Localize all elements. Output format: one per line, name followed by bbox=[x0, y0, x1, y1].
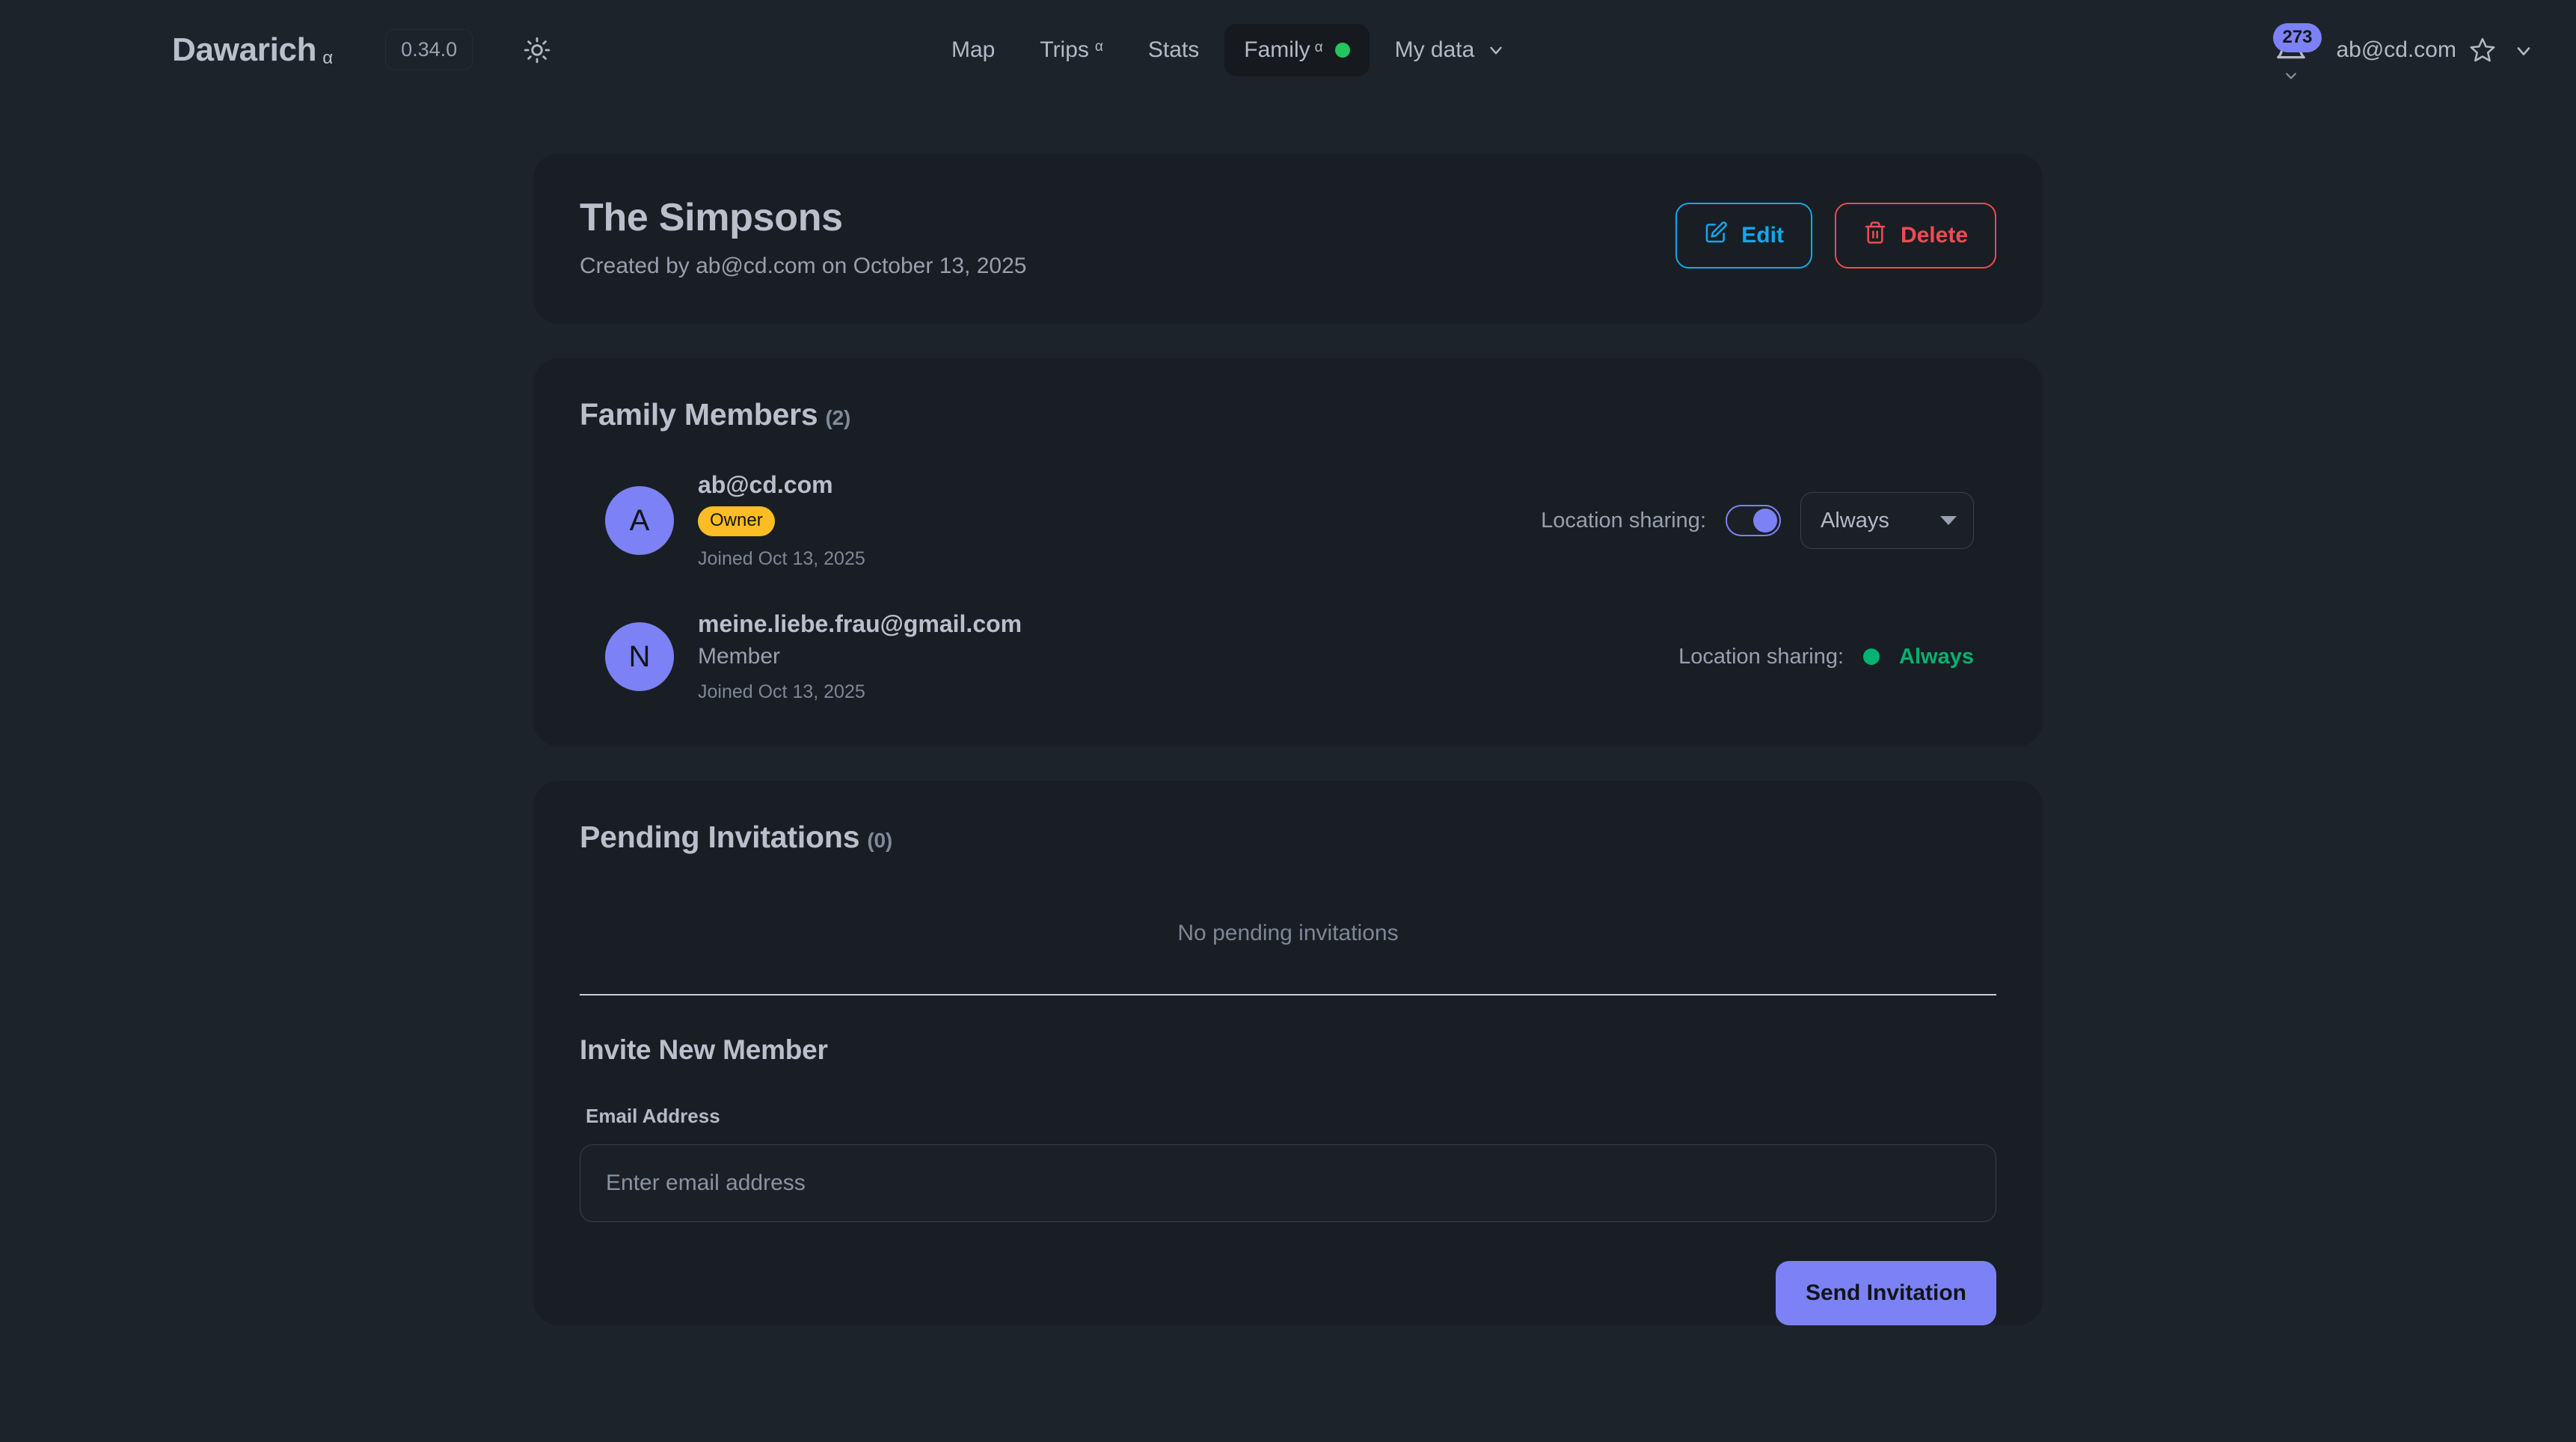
invite-submit-row: Send Invitation bbox=[580, 1222, 1996, 1325]
avatar: N bbox=[605, 622, 674, 691]
nav-item-trips[interactable]: Trips α bbox=[1020, 24, 1123, 76]
nav-item-stats[interactable]: Stats bbox=[1129, 24, 1218, 76]
nav-label-stats: Stats bbox=[1147, 37, 1200, 62]
family-created-by: Created by ab@cd.com on October 13, 2025 bbox=[580, 254, 1027, 278]
chevron-down-icon bbox=[1486, 40, 1506, 60]
location-sharing-status-value: Always bbox=[1899, 644, 1974, 669]
pending-invitations-count: (0) bbox=[867, 829, 892, 852]
location-sharing-toggle[interactable] bbox=[1726, 505, 1781, 536]
toggle-knob bbox=[1753, 509, 1777, 533]
nav-item-map[interactable]: Map bbox=[932, 24, 1014, 76]
send-invitation-button[interactable]: Send Invitation bbox=[1775, 1261, 1996, 1325]
nav-label-my-data: My data bbox=[1394, 37, 1475, 62]
nav-label-trips: Trips bbox=[1040, 37, 1089, 62]
table-row: A ab@cd.com Owner Joined Oct 13, 2025 Lo… bbox=[580, 471, 1996, 570]
sun-icon bbox=[524, 37, 551, 63]
pending-invitations-empty-state: No pending invitations bbox=[1177, 921, 1399, 945]
nav-item-family[interactable]: Family α bbox=[1224, 23, 1370, 76]
pending-invitations-title: Pending Invitations bbox=[580, 820, 860, 854]
member-email: ab@cd.com bbox=[698, 471, 833, 498]
family-members-count: (2) bbox=[825, 406, 851, 429]
member-role: Member bbox=[698, 644, 781, 669]
member-email: meine.liebe.frau@gmail.com bbox=[698, 610, 1022, 637]
status-dot-icon bbox=[1863, 648, 1880, 665]
brand-logo[interactable]: Dawarich α bbox=[172, 31, 333, 69]
nav-item-my-data[interactable]: My data bbox=[1376, 24, 1526, 76]
main-navigation: Map Trips α Stats Family α My data bbox=[932, 0, 1525, 99]
email-field[interactable] bbox=[580, 1144, 1996, 1222]
member-joined-date: Joined Oct 13, 2025 bbox=[698, 548, 865, 569]
family-actions: Edit Delete bbox=[1675, 195, 1996, 269]
top-navbar: Dawarich α 0.34.0 Map Trips α Stats bbox=[0, 0, 2576, 99]
user-menu-chevron-down-icon[interactable] bbox=[2513, 40, 2533, 60]
member-sharing-controls: Location sharing: Always bbox=[1541, 492, 1974, 549]
member-details: meine.liebe.frau@gmail.com Member Joined… bbox=[698, 610, 1022, 703]
family-members-title: Family Members bbox=[580, 397, 818, 432]
member-joined-date: Joined Oct 13, 2025 bbox=[698, 681, 865, 702]
theme-toggle-button[interactable] bbox=[515, 28, 559, 73]
page-content: The Simpsons Created by ab@cd.com on Oct… bbox=[0, 99, 2576, 1360]
avatar: A bbox=[605, 486, 674, 555]
location-sharing-selected-value: Always bbox=[1821, 508, 1889, 533]
location-sharing-label: Location sharing: bbox=[1678, 644, 1844, 669]
family-members-card: Family Members (2) A ab@cd.com Owner Join… bbox=[533, 358, 2043, 746]
brand-alpha-superscript: α bbox=[322, 47, 334, 68]
trash-icon bbox=[1863, 221, 1887, 251]
family-status-dot-icon bbox=[1334, 42, 1350, 58]
pending-invitations-card: Pending Invitations (0) No pending invita… bbox=[533, 781, 2043, 1325]
member-identity: N meine.liebe.frau@gmail.com Member Join… bbox=[605, 610, 1022, 703]
nav-label-family: Family bbox=[1244, 37, 1310, 62]
page-title: The Simpsons bbox=[580, 196, 843, 239]
nav-alpha-superscript-family: α bbox=[1314, 39, 1323, 55]
member-identity: A ab@cd.com Owner Joined Oct 13, 2025 bbox=[605, 471, 865, 570]
pending-invitations-heading: Pending Invitations (0) bbox=[580, 820, 1996, 855]
invite-new-member-heading: Invite New Member bbox=[580, 1034, 828, 1065]
notifications-button[interactable]: 273 bbox=[2263, 20, 2322, 82]
bell-chevron-down-icon bbox=[2284, 71, 2299, 82]
notification-count-badge: 273 bbox=[2273, 22, 2322, 52]
status-badge: Owner bbox=[698, 506, 775, 536]
navbar-right-group: 273 ab@cd.com bbox=[2263, 0, 2533, 99]
star-icon[interactable] bbox=[2468, 36, 2497, 64]
delete-button-label: Delete bbox=[1900, 223, 1968, 248]
family-header-text: The Simpsons Created by ab@cd.com on Oct… bbox=[580, 195, 1026, 279]
table-row: N meine.liebe.frau@gmail.com Member Join… bbox=[580, 610, 1996, 703]
location-sharing-label: Location sharing: bbox=[1541, 508, 1706, 533]
location-sharing-select[interactable]: Always bbox=[1800, 492, 1974, 549]
section-divider bbox=[580, 994, 1996, 995]
member-sharing-status: Location sharing: Always bbox=[1678, 645, 1974, 669]
family-members-heading: Family Members (2) bbox=[580, 397, 1996, 432]
edit-icon bbox=[1704, 221, 1728, 251]
nav-label-map: Map bbox=[951, 37, 996, 62]
member-details: ab@cd.com Owner Joined Oct 13, 2025 bbox=[698, 471, 865, 570]
email-field-label: Email Address bbox=[586, 1105, 720, 1127]
edit-button-label: Edit bbox=[1741, 223, 1784, 248]
nav-alpha-superscript-trips: α bbox=[1094, 38, 1103, 55]
version-badge: 0.34.0 bbox=[385, 29, 473, 70]
delete-family-button[interactable]: Delete bbox=[1834, 203, 1996, 269]
user-email-label[interactable]: ab@cd.com bbox=[2336, 37, 2456, 62]
chevron-down-icon bbox=[1940, 516, 1957, 525]
family-header-card: The Simpsons Created by ab@cd.com on Oct… bbox=[533, 153, 2043, 324]
brand-name: Dawarich bbox=[172, 31, 317, 68]
edit-family-button[interactable]: Edit bbox=[1675, 203, 1812, 269]
